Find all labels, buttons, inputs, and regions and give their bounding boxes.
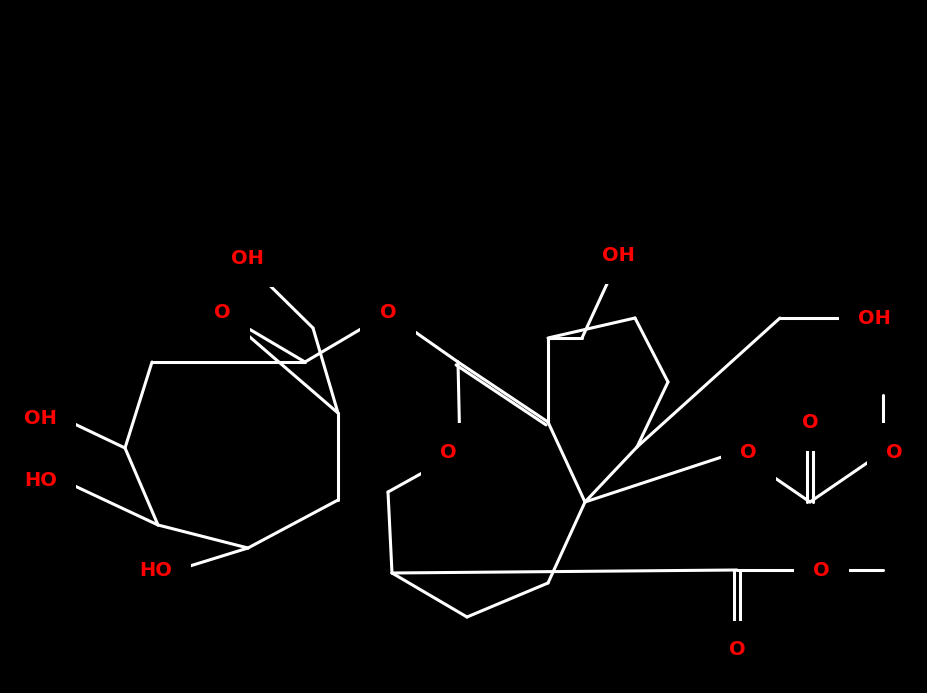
Text: HO: HO: [139, 561, 171, 579]
Text: O: O: [801, 412, 818, 432]
Text: O: O: [379, 304, 396, 322]
Text: HO: HO: [24, 471, 57, 489]
Text: O: O: [213, 304, 230, 322]
Text: OH: OH: [601, 246, 634, 265]
Text: O: O: [812, 561, 829, 579]
Text: OH: OH: [24, 408, 57, 428]
Text: O: O: [885, 443, 902, 462]
Text: O: O: [739, 443, 756, 462]
Text: O: O: [728, 640, 744, 659]
Text: O: O: [440, 443, 456, 462]
Text: OH: OH: [230, 249, 263, 268]
Text: OH: OH: [857, 308, 890, 328]
